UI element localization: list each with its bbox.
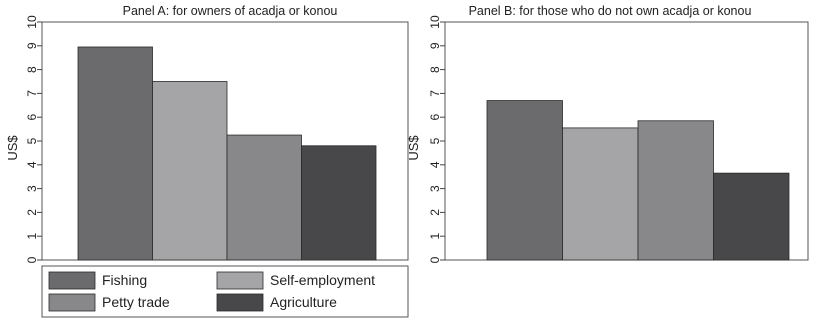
panel-a-y-tick-label: 1 bbox=[25, 233, 39, 240]
panel-a-bar-petty-trade bbox=[226, 134, 302, 261]
panel-a-chart: Panel A: for owners of acadja or konou U… bbox=[5, 4, 409, 263]
panel-a-y-tick-label: 5 bbox=[25, 137, 39, 144]
legend-swatch-self-employment bbox=[216, 271, 264, 290]
legend-swatch-fishing bbox=[48, 271, 96, 290]
panel-b-chart: Panel B: for those who do not own acadja… bbox=[406, 4, 809, 263]
panel-a-y-tick-label: 10 bbox=[25, 15, 39, 29]
panel-b-y-tick-label: 1 bbox=[428, 233, 442, 240]
panel-a-y-tick-label: 3 bbox=[25, 185, 39, 192]
panel-b-y-tick-label: 8 bbox=[428, 66, 442, 73]
panel-b-y-tick-label: 6 bbox=[428, 114, 442, 121]
panel-a-y-tick-label: 6 bbox=[25, 114, 39, 121]
panel-b-y-tick-label: 7 bbox=[428, 90, 442, 97]
panel-b-bar-agriculture bbox=[713, 172, 790, 261]
panel-b-y-tick-label: 10 bbox=[428, 15, 442, 29]
panel-b-y-tick-label: 2 bbox=[428, 209, 442, 216]
legend-label-agriculture: Agriculture bbox=[270, 294, 337, 310]
panel-a-y-tick-label: 8 bbox=[25, 66, 39, 73]
legend: Fishing Self-employment Petty trade Agricul… bbox=[41, 265, 409, 318]
panel-b-y-tick-label: 5 bbox=[428, 137, 442, 144]
panel-a-bar-fishing bbox=[77, 46, 153, 261]
panel-b-bar-petty-trade bbox=[637, 120, 714, 261]
panel-a-bar-agriculture bbox=[301, 145, 377, 261]
legend-label-petty-trade: Petty trade bbox=[102, 294, 170, 310]
panel-b-y-axis-label: US$ bbox=[406, 135, 421, 161]
panel-a-y-tick-label: 9 bbox=[25, 42, 39, 49]
panel-b-y-tick-label: 3 bbox=[428, 185, 442, 192]
panel-b-y-tick-label: 0 bbox=[428, 256, 442, 263]
legend-swatch-petty-trade bbox=[48, 293, 96, 312]
panel-a-y-tick-label: 4 bbox=[25, 161, 39, 168]
panel-a-y-axis-label: US$ bbox=[5, 135, 20, 161]
legend-label-fishing: Fishing bbox=[102, 272, 147, 288]
legend-swatch-agriculture bbox=[216, 293, 264, 312]
panel-b-y-tick-label: 9 bbox=[428, 42, 442, 49]
panel-b-bar-fishing bbox=[486, 100, 563, 261]
panel-a-bar-self-employment bbox=[152, 81, 228, 261]
panel-b-title: Panel B: for those who do not own acadja… bbox=[469, 4, 752, 18]
panel-a-y-tick-label: 0 bbox=[25, 256, 39, 263]
panel-a-title: Panel A: for owners of acadja or konou bbox=[123, 4, 338, 18]
panel-a-y-tick-label: 7 bbox=[25, 90, 39, 97]
panel-a-y-tick-label: 2 bbox=[25, 209, 39, 216]
panel-b-bar-self-employment bbox=[562, 127, 639, 261]
legend-label-self-employment: Self-employment bbox=[270, 272, 375, 288]
panel-b-y-tick-label: 4 bbox=[428, 161, 442, 168]
